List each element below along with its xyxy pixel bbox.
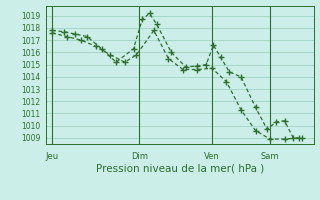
X-axis label: Pression niveau de la mer( hPa ): Pression niveau de la mer( hPa ) <box>96 163 264 173</box>
